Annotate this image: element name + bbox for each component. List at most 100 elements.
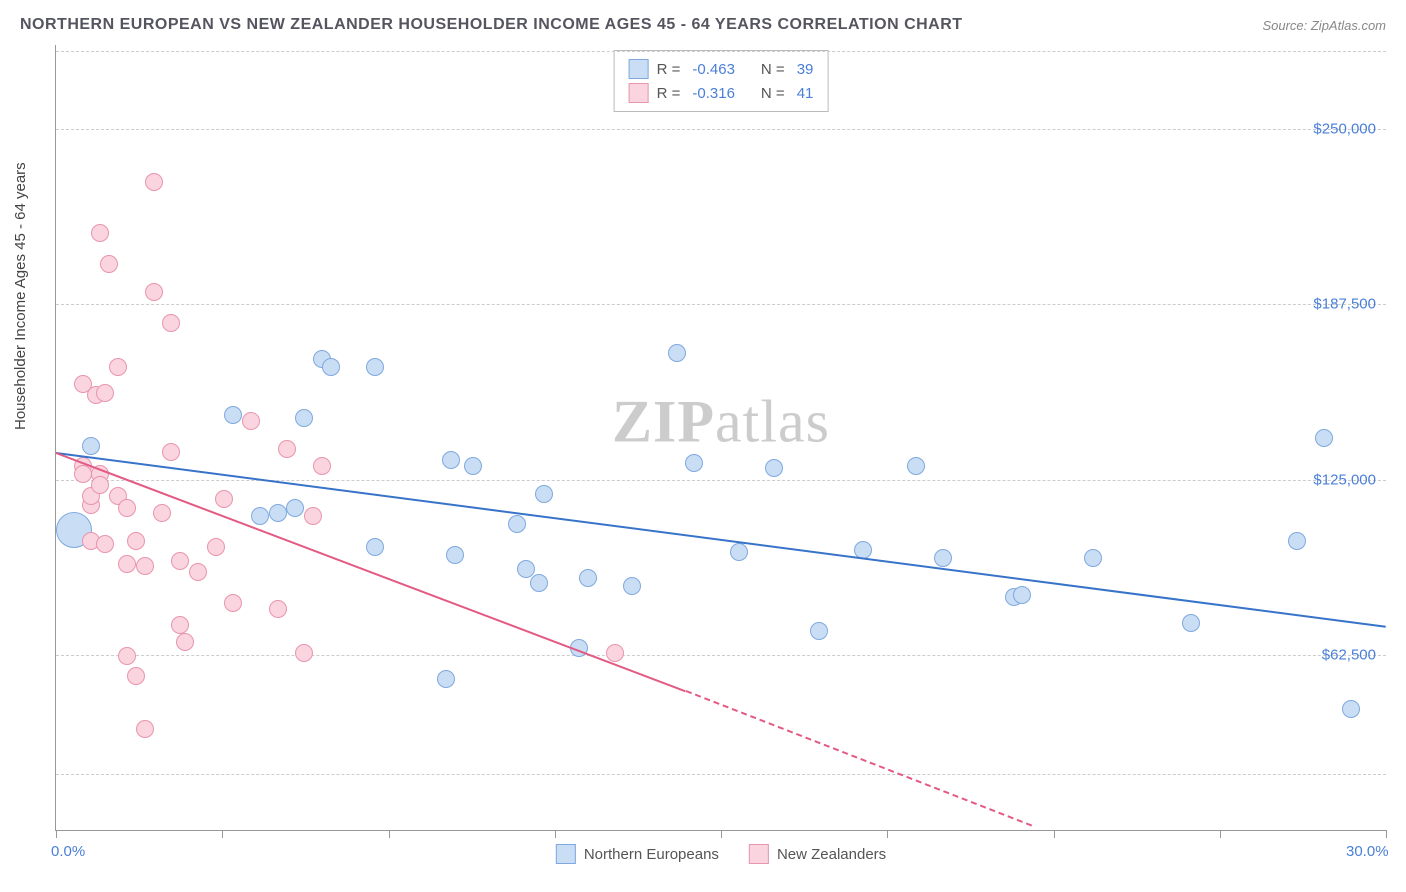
scatter-point: [100, 255, 118, 273]
scatter-point: [1182, 614, 1200, 632]
scatter-point: [91, 224, 109, 242]
scatter-point: [127, 667, 145, 685]
scatter-point: [535, 485, 553, 503]
series-legend: Northern Europeans New Zealanders: [556, 844, 886, 864]
swatch-icon: [629, 83, 649, 103]
x-tick: [56, 830, 57, 838]
scatter-point: [304, 507, 322, 525]
scatter-point: [464, 457, 482, 475]
y-tick-label: $250,000: [1313, 121, 1376, 138]
scatter-point: [313, 457, 331, 475]
scatter-point: [508, 515, 526, 533]
gridline: [56, 51, 1386, 52]
scatter-point: [136, 720, 154, 738]
x-tick: [222, 830, 223, 838]
legend-row-series-1: R = -0.316 N = 41: [629, 81, 814, 105]
scatter-point: [1288, 532, 1306, 550]
scatter-point: [442, 451, 460, 469]
scatter-point: [1013, 586, 1031, 604]
chart-title: NORTHERN EUROPEAN VS NEW ZEALANDER HOUSE…: [20, 16, 963, 34]
scatter-point: [74, 465, 92, 483]
x-tick: [1054, 830, 1055, 838]
scatter-point: [322, 358, 340, 376]
x-tick: [1220, 830, 1221, 838]
x-tick: [721, 830, 722, 838]
legend-item-series-1: New Zealanders: [749, 844, 886, 864]
scatter-point: [269, 600, 287, 618]
scatter-point: [295, 644, 313, 662]
scatter-point: [242, 412, 260, 430]
scatter-point: [176, 633, 194, 651]
swatch-icon: [629, 59, 649, 79]
scatter-point: [437, 670, 455, 688]
scatter-point: [606, 644, 624, 662]
x-tick: [1386, 830, 1387, 838]
chart-plot-area: ZIPatlas R = -0.463 N = 39 R = -0.316 N …: [55, 45, 1386, 831]
scatter-point: [934, 549, 952, 567]
x-tick: [887, 830, 888, 838]
scatter-point: [668, 344, 686, 362]
scatter-point: [765, 459, 783, 477]
trend-line-dashed: [685, 690, 1032, 826]
source-label: Source: ZipAtlas.com: [1262, 18, 1386, 33]
scatter-point: [145, 283, 163, 301]
scatter-point: [96, 535, 114, 553]
scatter-point: [1342, 700, 1360, 718]
gridline: [56, 304, 1386, 305]
scatter-point: [109, 358, 127, 376]
scatter-point: [127, 532, 145, 550]
scatter-point: [215, 490, 233, 508]
scatter-point: [278, 440, 296, 458]
y-axis-label: Householder Income Ages 45 - 64 years: [12, 162, 29, 430]
scatter-point: [224, 406, 242, 424]
scatter-point: [91, 476, 109, 494]
gridline: [56, 129, 1386, 130]
correlation-legend: R = -0.463 N = 39 R = -0.316 N = 41: [614, 50, 829, 112]
scatter-point: [446, 546, 464, 564]
scatter-point: [366, 538, 384, 556]
scatter-point: [1315, 429, 1333, 447]
scatter-point: [517, 560, 535, 578]
scatter-point: [136, 557, 154, 575]
watermark: ZIPatlas: [612, 387, 830, 456]
scatter-point: [623, 577, 641, 595]
scatter-point: [224, 594, 242, 612]
scatter-point: [153, 504, 171, 522]
scatter-point: [579, 569, 597, 587]
scatter-point: [207, 538, 225, 556]
scatter-point: [530, 574, 548, 592]
scatter-point: [82, 437, 100, 455]
x-tick: [555, 830, 556, 838]
y-tick-label: $187,500: [1313, 296, 1376, 313]
scatter-point: [366, 358, 384, 376]
scatter-point: [685, 454, 703, 472]
scatter-point: [118, 647, 136, 665]
legend-row-series-0: R = -0.463 N = 39: [629, 57, 814, 81]
scatter-point: [171, 616, 189, 634]
scatter-point: [295, 409, 313, 427]
scatter-point: [907, 457, 925, 475]
scatter-point: [269, 504, 287, 522]
scatter-point: [118, 555, 136, 573]
scatter-point: [96, 384, 114, 402]
scatter-point: [1084, 549, 1102, 567]
x-tick: [389, 830, 390, 838]
scatter-point: [810, 622, 828, 640]
gridline: [56, 774, 1386, 775]
scatter-point: [189, 563, 207, 581]
legend-item-series-0: Northern Europeans: [556, 844, 719, 864]
scatter-point: [251, 507, 269, 525]
gridline: [56, 655, 1386, 656]
trend-line: [56, 452, 1386, 628]
swatch-icon: [556, 844, 576, 864]
x-tick-label: 30.0%: [1346, 843, 1389, 860]
scatter-point: [162, 443, 180, 461]
scatter-point: [145, 173, 163, 191]
scatter-point: [171, 552, 189, 570]
scatter-point: [730, 543, 748, 561]
y-tick-label: $62,500: [1322, 646, 1376, 663]
x-tick-label: 0.0%: [51, 843, 85, 860]
scatter-point: [162, 314, 180, 332]
scatter-point: [118, 499, 136, 517]
y-tick-label: $125,000: [1313, 471, 1376, 488]
